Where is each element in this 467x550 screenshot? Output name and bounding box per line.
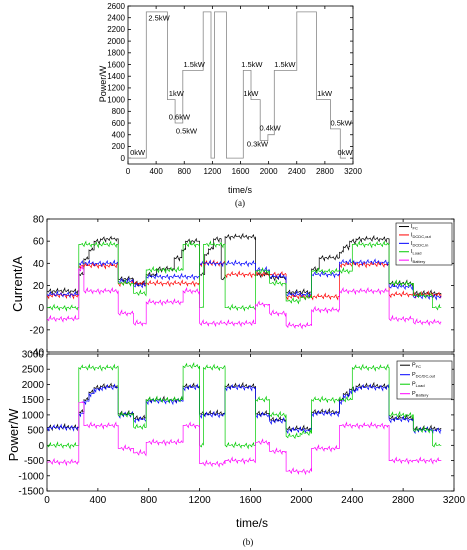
chart-b-xlabel: time/s: [236, 516, 268, 530]
power-annotation: 0kW: [338, 148, 354, 157]
legend-entry: IDCDC,in: [411, 241, 428, 248]
plot-frame: [46, 353, 455, 492]
power-annotation: 0.4kW: [259, 124, 281, 133]
legend-box: [395, 222, 453, 266]
legend-entry: ILoad: [411, 249, 421, 256]
y-tick-label: -1000: [18, 471, 44, 482]
series-line: [47, 258, 442, 301]
y-tick-label: 200: [112, 142, 126, 151]
y-tick-label: 2000: [22, 380, 45, 391]
y-tick-label: 0: [121, 154, 126, 163]
x-tick-label: 800: [178, 167, 192, 176]
y-tick-label: 600: [112, 119, 126, 128]
y-tick-label: -500: [24, 456, 44, 467]
chart-a: Power/W time/s (a) 0 200 400 600 800 1000 1200…: [98, 2, 362, 208]
power-annotation: 1kW: [169, 89, 185, 98]
x-tick-label: 0: [126, 167, 131, 176]
series-line: [47, 240, 442, 312]
series-line: [47, 361, 442, 450]
y-tick-label: 2400: [107, 14, 125, 23]
y-tick-label: 20: [33, 281, 45, 292]
x-tick-label: 1600: [239, 495, 262, 506]
y-tick-label: 40: [33, 259, 45, 270]
series-line: [47, 264, 442, 330]
y-tick-label: 2500: [22, 365, 45, 376]
y-tick-label: -1500: [18, 487, 44, 498]
y-tick-label: 0: [38, 441, 44, 452]
power-annotation: 1kW: [317, 89, 333, 98]
power-annotation: 0kW: [130, 148, 146, 157]
y-tick-label: 1200: [107, 84, 125, 93]
series-line: [47, 381, 442, 433]
power-annotation: 1.5kW: [274, 60, 296, 69]
series-line: [47, 401, 442, 476]
x-tick-label: 2000: [260, 167, 278, 176]
legend-entry: PDC/DC,out: [412, 372, 436, 379]
x-tick-label: 2000: [290, 495, 313, 506]
chart-a-xlabel: time/s: [228, 185, 253, 195]
y-tick-label: 2600: [107, 2, 125, 11]
plot-frame: [127, 5, 354, 165]
y-tick-label: 1600: [107, 60, 125, 69]
x-tick-label: 2800: [392, 495, 415, 506]
chart-a-ylabel: Power/W: [98, 65, 108, 102]
power-annotation: 1.5kW: [184, 60, 206, 69]
chart-b-power: Power/W time/s (b) -1500 -1000 -500 0 500 100…: [6, 350, 466, 548]
power-annotation: 1kW: [243, 89, 259, 98]
series-line: [128, 11, 346, 159]
y-tick-label: 80: [33, 215, 45, 226]
power-annotation: 0.6kW: [169, 113, 191, 122]
y-tick-label: 0: [38, 303, 44, 314]
series-line: [47, 232, 442, 298]
y-tick-label: 1000: [22, 410, 45, 421]
power-annotation: 0.3kW: [247, 139, 269, 148]
x-tick-label: 1200: [189, 495, 212, 506]
x-tick-label: 400: [90, 495, 107, 506]
x-tick-label: 2400: [288, 167, 306, 176]
y-tick-label: 500: [27, 426, 44, 437]
y-tick-label: -40: [30, 348, 45, 359]
x-tick-label: 3200: [344, 167, 362, 176]
x-tick-label: 0: [44, 495, 50, 506]
y-tick-label: 1400: [107, 72, 125, 81]
chart-b-current-ylabel: Current/A: [10, 256, 25, 312]
y-tick-label: 1800: [107, 49, 125, 58]
legend-entry: IDCDC,out: [411, 232, 432, 239]
x-tick-label: 400: [149, 167, 163, 176]
series-line: [47, 259, 442, 301]
y-tick-label: 60: [33, 237, 45, 248]
legend-entry: PLoad: [412, 382, 425, 389]
y-tick-label: 800: [112, 107, 126, 116]
y-tick-label: 3000: [22, 350, 45, 361]
x-tick-label: 2800: [316, 167, 334, 176]
power-annotation: 1.5kW: [241, 60, 263, 69]
y-tick-label: 2200: [107, 25, 125, 34]
x-tick-label: 1200: [203, 167, 221, 176]
power-annotation: 2.5kW: [148, 14, 170, 23]
power-annotation: 0.5kW: [331, 118, 353, 127]
legend-entry: IFC: [411, 224, 418, 231]
legend-entry: IBattery: [411, 258, 425, 265]
legend-entry: PFC: [412, 363, 421, 370]
y-tick-label: 1000: [107, 95, 125, 104]
legend-box: [396, 360, 453, 400]
y-tick-label: 2000: [107, 37, 125, 46]
x-tick-label: 3200: [443, 495, 466, 506]
y-tick-label: -20: [30, 325, 45, 336]
chart-a-caption: (a): [235, 198, 245, 208]
x-tick-label: 2400: [341, 495, 364, 506]
chart-b-power-ylabel: Power/W: [6, 408, 21, 461]
power-annotation: 0.5kW: [176, 127, 198, 136]
y-tick-label: 1500: [22, 395, 45, 406]
series-line: [47, 383, 442, 435]
legend-entry: PBattery: [412, 391, 428, 398]
y-tick-label: 400: [112, 131, 126, 140]
x-tick-label: 1600: [232, 167, 250, 176]
chart-b-caption: (b): [243, 537, 254, 547]
x-tick-label: 800: [140, 495, 157, 506]
